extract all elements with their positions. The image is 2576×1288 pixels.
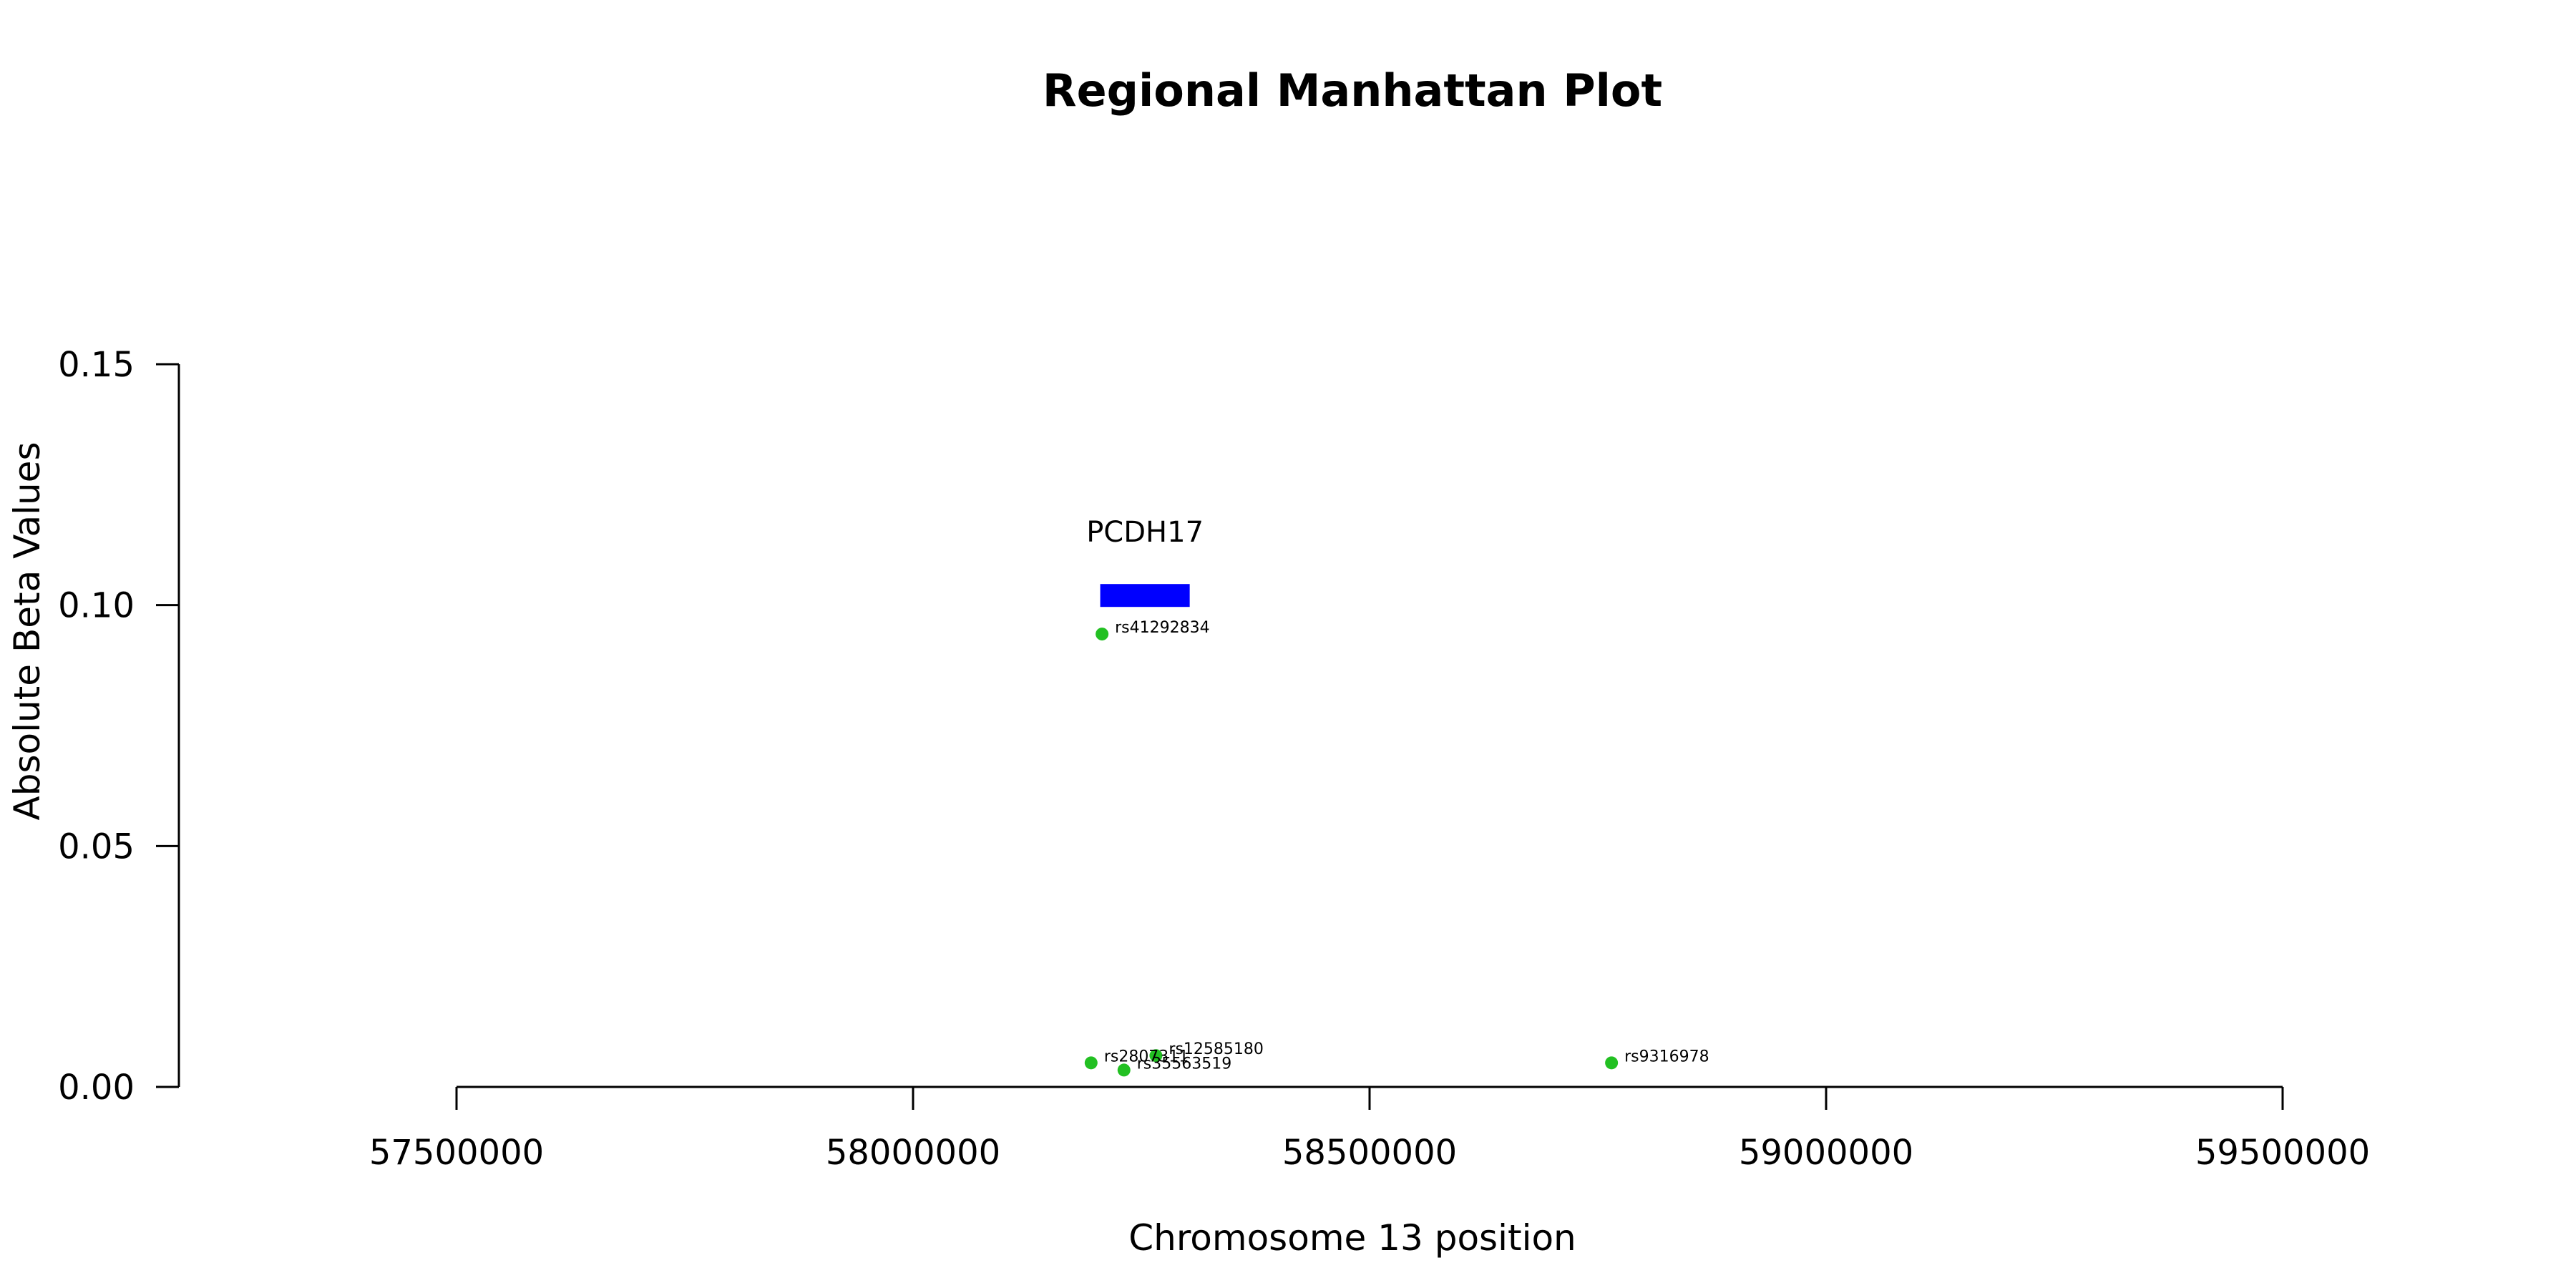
y-tick-label: 0.05 — [58, 826, 135, 867]
x-tick-label: 59500000 — [2195, 1133, 2370, 1173]
snp-label: rs35563519 — [1137, 1055, 1231, 1073]
snp-label: rs9316978 — [1624, 1048, 1709, 1065]
y-tick-label: 0.15 — [58, 345, 135, 385]
snp-point — [1084, 1056, 1098, 1070]
snp-label: rs12585180 — [1169, 1040, 1263, 1058]
snp-point — [1117, 1063, 1131, 1077]
snp-point — [1605, 1056, 1619, 1070]
y-axis-title: Absolute Beta Values — [6, 442, 48, 821]
x-tick-label: 59000000 — [1739, 1133, 1913, 1173]
snp-point — [1149, 1049, 1163, 1063]
snp-label: rs41292834 — [1115, 619, 1209, 637]
x-axis: 57500000 58000000 58500000 59000000 59500000 — [369, 1085, 2370, 1173]
gene-track: PCDH17 — [1086, 516, 1204, 608]
x-tick-label: 58500000 — [1282, 1133, 1457, 1173]
chart-title: Regional Manhattan Plot — [1043, 64, 1662, 117]
snp-label: rs2807311 — [1104, 1048, 1189, 1065]
snp-point — [1096, 628, 1109, 641]
x-tick-label: 58000000 — [826, 1133, 1000, 1173]
y-tick-label: 0.10 — [58, 586, 135, 626]
y-tick-label: 0.00 — [58, 1068, 135, 1108]
gene-bar — [1100, 584, 1190, 608]
y-axis: 0.00 0.05 0.10 0.15 — [58, 345, 180, 1108]
x-axis-title: Chromosome 13 position — [1128, 1217, 1576, 1259]
gene-label: PCDH17 — [1086, 516, 1204, 549]
x-tick-label: 57500000 — [369, 1133, 544, 1173]
